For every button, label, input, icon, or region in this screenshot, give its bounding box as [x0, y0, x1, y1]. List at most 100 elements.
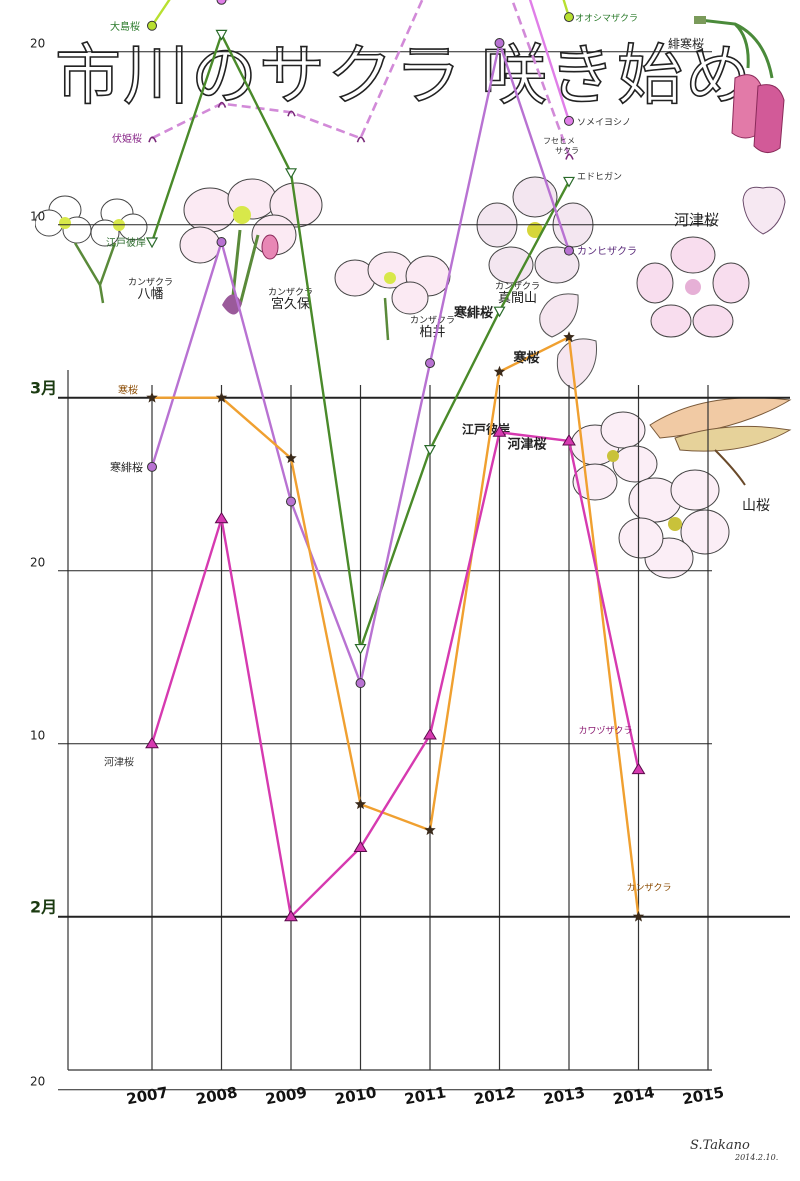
kashiwai-ruby: カンザクラ: [410, 316, 456, 326]
yamazakura-label: 山桜: [742, 498, 770, 514]
miyakubo-ruby: カンザクラ: [268, 288, 314, 298]
data-point: [631, 762, 646, 775]
page-title: 市川のサクラ 咲き始め: [54, 22, 753, 118]
annotation-label: 江戸彼岸: [106, 236, 146, 249]
annotation-label: ソメイヨシノ: [577, 118, 631, 128]
yawata-label: カンザクラ 八幡: [128, 278, 173, 303]
signature: S.Takano 2014.2.10.: [690, 1138, 778, 1162]
hikan-zakura-label: 緋寒桜: [668, 37, 705, 51]
x-tick-label: 2013: [542, 1083, 586, 1108]
data-point: [563, 331, 575, 342]
x-tick-label: 2010: [334, 1083, 378, 1108]
y-tick-label: 2月: [30, 898, 57, 917]
data-point: [493, 365, 506, 377]
annotation-label: 寒桜: [513, 350, 540, 366]
data-point: [145, 237, 159, 249]
data-point: [147, 461, 157, 472]
series-line: [151, 0, 571, 27]
data-point: [215, 29, 228, 41]
annotation-label: オオシマザクラ: [575, 13, 638, 24]
data-point: [148, 136, 157, 143]
yawata-name: 八幡: [137, 287, 164, 303]
annotation-label: エドヒガン: [577, 171, 622, 182]
annotation-label: 大島桜: [110, 20, 140, 33]
series-line: [151, 0, 571, 156]
data-point: [565, 153, 574, 160]
hikan-zakura-illustration: [694, 16, 785, 153]
x-tick-label: 2015: [681, 1083, 725, 1108]
miyakubo-name: 宮久保: [271, 297, 311, 313]
mamayama-ruby: カンザクラ: [495, 282, 541, 292]
x-tick-label: 2007: [125, 1083, 169, 1108]
y-tick-label: 20: [30, 556, 45, 570]
signature-date: 2014.2.10.: [735, 1153, 779, 1162]
data-point: [217, 101, 227, 108]
y-tick-label: 3月: [30, 379, 57, 398]
y-tick-label: 10: [30, 729, 45, 743]
annotation-label: カワヅザクラ: [579, 726, 633, 737]
signature-name: S.Takano: [690, 1138, 750, 1153]
data-point: [147, 20, 157, 31]
series-line: [150, 431, 640, 918]
y-tick-label: 10: [30, 210, 45, 224]
series-4: 染井吉野染井吉野ソメイヨシノ: [216, 0, 631, 128]
data-point: [145, 736, 159, 749]
data-point: [564, 115, 574, 126]
annotation-label: 河津桜: [508, 436, 547, 452]
data-point: [146, 391, 158, 403]
kawazu-illustration: [636, 236, 750, 338]
title-line2: 咲き始め: [480, 36, 753, 115]
data-point: [356, 136, 366, 143]
annotation-label: 伏姫桜: [112, 132, 142, 145]
annotation-label: 寒緋桜: [110, 460, 143, 474]
kashiwai-illustration: [334, 251, 451, 341]
x-tick-label: 2008: [195, 1083, 239, 1108]
miyakubo-label: カンザクラ 宮久保: [268, 288, 313, 313]
x-tick-label: 2014: [612, 1083, 656, 1108]
data-point: [355, 678, 366, 689]
annotation-label: 寒緋桜: [453, 305, 493, 321]
annotation-label: カンザクラ: [627, 883, 672, 894]
data-point: [215, 391, 228, 403]
title-line1: 市川のサクラ: [54, 36, 463, 115]
series-3: 大島桜大島桜オオシマザクラ: [110, 0, 638, 33]
annotation-label: 寒桜: [118, 384, 138, 397]
annotation-label: サクラ: [555, 147, 579, 156]
data-point: [287, 110, 296, 117]
annotation-label: フセヒメ: [543, 137, 575, 146]
series-line: [152, 335, 640, 917]
data-point: [286, 496, 296, 507]
data-point: [564, 245, 574, 256]
data-point: [285, 452, 297, 464]
annotation-label: 河津桜: [104, 756, 134, 769]
kashiwai-label: カンザクラ 柏井: [410, 316, 455, 341]
x-tick-label: 2012: [473, 1083, 517, 1108]
y-tick-label: 20: [30, 37, 45, 51]
data-point: [562, 433, 576, 446]
data-point: [494, 38, 505, 49]
data-point: [216, 0, 227, 5]
data-point: [284, 168, 298, 180]
data-point: [423, 728, 437, 740]
data-point: [354, 643, 367, 655]
data-point: [632, 910, 645, 922]
y-tick-label: 20: [30, 1075, 45, 1089]
data-point: [284, 909, 298, 922]
annotation-label: カンヒザクラ: [577, 246, 637, 258]
petals-illustration: [539, 293, 598, 390]
data-point: [493, 306, 506, 318]
yawata-ruby: カンザクラ: [128, 278, 174, 288]
data-point: [425, 358, 435, 369]
x-tick-label: 2009: [264, 1083, 308, 1108]
data-point: [353, 840, 368, 852]
data-point: [562, 176, 576, 188]
kashiwai-name: 柏井: [419, 325, 446, 341]
data-point: [564, 12, 574, 23]
data-point: [424, 824, 436, 836]
